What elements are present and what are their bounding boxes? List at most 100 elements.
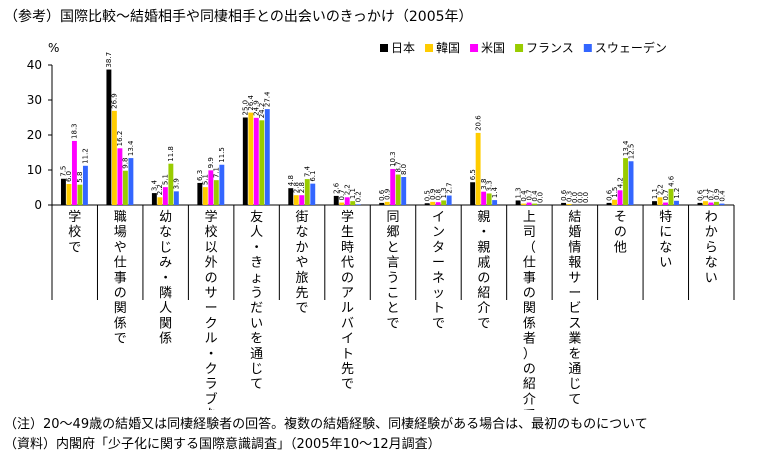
bar	[151, 193, 157, 205]
data-label: 11.5	[218, 147, 226, 163]
bar	[299, 195, 305, 205]
legend-label: フランス	[526, 41, 574, 55]
bar	[219, 164, 225, 205]
data-label: 3.4	[151, 179, 159, 191]
bar	[355, 204, 361, 205]
bar	[623, 158, 628, 205]
legend-label: 韓国	[436, 41, 460, 55]
data-label: 5.1	[162, 174, 170, 185]
data-label: 7.4	[304, 165, 312, 177]
data-label: 1.4	[491, 186, 499, 198]
bar	[470, 182, 476, 205]
bar	[492, 200, 498, 205]
bar	[566, 203, 572, 205]
bar	[122, 170, 128, 205]
category-label: 学校以外のサークル・クラブなどで	[205, 209, 218, 410]
data-label: 7.1	[213, 167, 221, 178]
bar	[157, 197, 163, 205]
data-label: 2.2	[656, 184, 664, 195]
bar	[82, 165, 88, 205]
data-label: 20.6	[474, 115, 482, 131]
data-label: 0.4	[718, 190, 726, 202]
bar	[350, 201, 356, 205]
bar	[213, 180, 219, 205]
footnote: （注）20～49歳の結婚又は同棲経験者の回答。複数の結婚経験、同棲経験がある場合…	[4, 417, 648, 432]
bar	[674, 200, 679, 205]
category-label: 学生時代のアルバイト先で	[341, 209, 354, 392]
data-label: 1.5	[611, 187, 619, 198]
data-label: 0.8	[434, 189, 442, 200]
data-label: 6.0	[65, 171, 73, 182]
category-label: 結婚情報サービス業を通じて	[568, 210, 581, 407]
category-label: 上司（仕事の関係者）の紹介で	[523, 210, 536, 410]
bar	[202, 187, 208, 205]
y-tick-label: 0	[34, 198, 42, 212]
bar	[486, 193, 492, 205]
bar	[304, 179, 310, 205]
bar	[168, 163, 174, 205]
data-label: 4.8	[287, 175, 295, 186]
bar	[668, 188, 674, 205]
data-label: 0.4	[520, 190, 528, 202]
bar	[703, 201, 708, 205]
data-label: 0.4	[531, 190, 539, 202]
bar	[526, 202, 532, 205]
data-label: 7.5	[60, 166, 68, 177]
data-label: 9.8	[122, 158, 130, 169]
category-label: インターネットで	[432, 210, 445, 331]
data-label: 0.7	[707, 189, 715, 200]
data-label: 0.9	[384, 189, 392, 200]
data-label: 1.1	[651, 188, 659, 199]
bar	[197, 182, 203, 205]
bar	[242, 117, 248, 205]
data-label: 26.9	[111, 93, 119, 109]
category-label: 街なかや旅先で	[296, 210, 309, 316]
data-label: 13.4	[622, 140, 630, 156]
data-label: 12.5	[627, 144, 635, 160]
source-note: （資料）内閣府「少子化に関する国際意識調査」（2005年10～12月調査）	[4, 437, 441, 452]
data-label: 0.2	[355, 191, 363, 202]
data-label: 0.6	[560, 189, 568, 201]
data-label: 2.8	[293, 182, 301, 193]
bar	[208, 170, 214, 205]
data-label: 0.5	[423, 190, 431, 201]
y-axis-label: %	[48, 41, 59, 55]
category-label: わからない	[705, 210, 718, 286]
bar	[253, 117, 259, 205]
data-label: 0.0	[576, 192, 584, 203]
bar	[128, 158, 134, 205]
bar	[606, 202, 612, 205]
bar-chart: % 0 10 20 30 40 学校で 職場や仕事の関係で 幼なじみ・隣人関係 学校以外のサークル…	[27, 40, 735, 410]
bar	[333, 195, 339, 205]
bar	[173, 191, 179, 205]
data-label: 0.6	[696, 189, 704, 201]
data-label: 18.3	[71, 123, 79, 139]
bar	[344, 197, 350, 205]
data-label: 11.8	[167, 146, 175, 162]
data-label: 38.7	[105, 52, 113, 68]
bar	[714, 201, 719, 205]
data-label: 16.2	[116, 131, 124, 147]
bar	[264, 109, 270, 205]
category-label: その他	[614, 210, 627, 255]
bar	[612, 199, 617, 205]
bar	[708, 202, 714, 205]
data-label: 1.1	[702, 188, 710, 199]
category-label: 幼なじみ・隣人関係	[159, 210, 172, 347]
data-label: 0.0	[571, 192, 579, 203]
data-label: 0.7	[525, 189, 533, 200]
bar	[481, 191, 487, 205]
bar	[401, 177, 407, 205]
legend-label: 米国	[481, 41, 505, 55]
legend-swatch	[380, 44, 388, 52]
data-label: 2.2	[344, 184, 352, 195]
data-label: 3.9	[173, 178, 181, 189]
legend-swatch	[515, 44, 524, 52]
data-label: 5.8	[76, 172, 84, 183]
bar	[532, 203, 538, 205]
data-label: 25.0	[242, 100, 250, 116]
data-label: 11.2	[82, 148, 90, 164]
legend-swatch	[583, 44, 592, 52]
bar	[719, 203, 725, 205]
data-label: 24.2	[258, 103, 266, 119]
